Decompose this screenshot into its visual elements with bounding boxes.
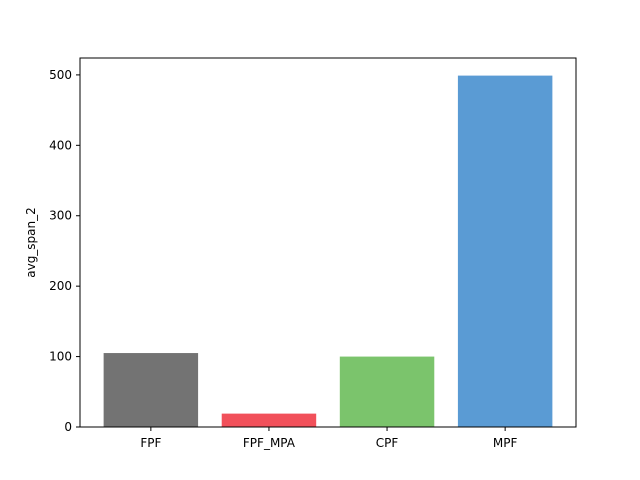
- y-tick-label: 200: [49, 279, 72, 293]
- x-tick-label: FPF: [140, 436, 161, 450]
- bars-group: [103, 75, 553, 427]
- y-tick-label: 0: [64, 420, 72, 434]
- x-tick-label: CPF: [376, 436, 399, 450]
- y-tick-label: 100: [49, 350, 72, 364]
- y-tick-label: 400: [49, 138, 72, 152]
- x-ticks-group: FPF FPF_MPA CPF MPF: [140, 427, 517, 450]
- x-tick-label: FPF_MPA: [243, 436, 296, 450]
- bar-fpf-mpa: [221, 413, 317, 427]
- y-axis-label: avg_span_2: [24, 207, 38, 278]
- y-tick-label: 500: [49, 68, 72, 82]
- y-ticks-group: 0 100 200 300 400 500: [49, 68, 80, 434]
- bar-mpf: [457, 75, 553, 427]
- x-tick-label: MPF: [493, 436, 518, 450]
- bar-cpf: [339, 356, 435, 427]
- bar-fpf: [103, 353, 199, 427]
- axes-frame: [79, 57, 577, 428]
- y-tick-label: 300: [49, 209, 72, 223]
